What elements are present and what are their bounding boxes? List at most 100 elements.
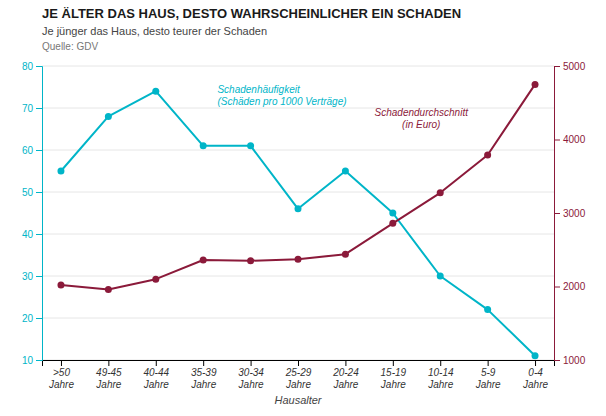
grid-line — [42, 276, 554, 277]
y-tick-label: 50 — [22, 187, 34, 198]
y-tick-label: 30 — [22, 271, 34, 282]
x-tick-mark — [440, 360, 441, 366]
x-tick-label: 10-14Jahre — [427, 367, 454, 390]
title: JE ÄLTER DAS HAUS, DESTO WAHRSCHEINLICHE… — [42, 6, 461, 21]
y-tick-label: 10 — [22, 355, 34, 366]
series-point — [152, 276, 159, 283]
y2-axis: 10002000300040005000 — [554, 61, 586, 366]
x-tick-label: 30-34Jahre — [238, 367, 265, 390]
x-tick-label: 0-4Jahre — [522, 367, 548, 390]
y-tick-label: 40 — [22, 229, 34, 240]
series-point — [389, 210, 396, 217]
series-point — [295, 205, 302, 212]
y-tick: 30 — [22, 271, 42, 282]
y-tick-label: 20 — [22, 313, 34, 324]
grid — [42, 66, 554, 360]
y2-tick-label: 4000 — [563, 134, 586, 145]
grid-line — [42, 108, 554, 109]
y-tick-mark — [36, 276, 42, 277]
y-tick: 10 — [22, 355, 42, 366]
series-point — [295, 256, 302, 263]
x-tick: 25-29Jahre — [285, 360, 312, 390]
y-tick: 60 — [22, 145, 42, 156]
y-axis-line — [36, 67, 43, 361]
series-label: Schadendurchschnitt(in Euro) — [375, 107, 470, 130]
plot: >50Jahre49-45Jahre40-44Jahre35-39Jahre30… — [22, 61, 586, 406]
grid-line — [42, 234, 554, 235]
grid-line — [42, 66, 554, 67]
y-tick-label: 70 — [22, 103, 34, 114]
y2-tick-mark — [554, 140, 560, 141]
x-tick-mark — [488, 360, 489, 366]
x-tick-mark — [345, 360, 346, 366]
series-point — [389, 220, 396, 227]
series-point — [200, 257, 207, 264]
x-tick-label: >50Jahre — [48, 367, 74, 390]
y2-axis-line — [555, 67, 561, 361]
chart-container: JE ÄLTER DAS HAUS, DESTO WAHRSCHEINLICHE… — [0, 0, 606, 416]
chart-svg: JE ÄLTER DAS HAUS, DESTO WAHRSCHEINLICHE… — [0, 0, 606, 416]
y2-tick: 5000 — [554, 61, 586, 72]
x-tick: >50Jahre — [48, 360, 74, 390]
y-tick-mark — [36, 66, 42, 67]
marks — [57, 81, 538, 359]
x-tick-label: 15-19Jahre — [380, 367, 407, 390]
y2-tick-label: 1000 — [563, 355, 586, 366]
x-tick: 20-24Jahre — [332, 360, 359, 390]
series-point — [57, 168, 64, 175]
y-tick-mark — [36, 360, 42, 361]
series-point — [247, 142, 254, 149]
x-tick: 15-19Jahre — [380, 360, 407, 390]
series-point — [200, 142, 207, 149]
y-tick: 70 — [22, 103, 42, 114]
y2-tick: 2000 — [554, 281, 586, 292]
series-point — [484, 151, 491, 158]
y2-tick-mark — [554, 287, 560, 288]
subtitle: Je jünger das Haus, desto teurer der Sch… — [42, 25, 267, 37]
y-tick: 40 — [22, 229, 42, 240]
x-tick-label: 49-45Jahre — [95, 367, 122, 390]
x-tick: 35-39Jahre — [190, 360, 217, 390]
y-tick: 20 — [22, 313, 42, 324]
y-tick-mark — [36, 150, 42, 151]
series-point — [437, 189, 444, 196]
series-point — [532, 81, 539, 88]
y-axis: 10 20 30 40 50 60 70 80 — [22, 61, 43, 366]
x-tick-mark — [251, 360, 252, 366]
x-tick-mark — [535, 360, 536, 366]
series-point — [437, 273, 444, 280]
series-point — [342, 168, 349, 175]
x-tick-label: 20-24Jahre — [332, 367, 359, 390]
grid-line — [42, 192, 554, 193]
y2-tick-mark — [554, 66, 560, 67]
x-tick: 10-14Jahre — [427, 360, 454, 390]
y-tick-label: 60 — [22, 145, 34, 156]
series-point — [57, 282, 64, 289]
series-point — [532, 352, 539, 359]
source: Quelle: GDV — [42, 41, 98, 52]
x-axis-line — [43, 361, 555, 367]
series-line — [61, 84, 535, 289]
y-tick-label: 80 — [22, 61, 34, 72]
x-axis-title: Hausalter — [274, 394, 322, 406]
x-tick-label: 25-29Jahre — [285, 367, 312, 390]
y2-tick-mark — [554, 213, 560, 214]
x-tick-mark — [156, 360, 157, 366]
x-tick-label: 5-9Jahre — [475, 367, 501, 390]
grid-line — [42, 150, 554, 151]
y-tick-mark — [36, 318, 42, 319]
x-tick-label: 35-39Jahre — [190, 367, 217, 390]
series-point — [484, 306, 491, 313]
y-tick-mark — [36, 192, 42, 193]
x-tick: 5-9Jahre — [475, 360, 501, 390]
y-tick: 80 — [22, 61, 42, 72]
x-tick: 30-34Jahre — [238, 360, 265, 390]
y2-tick: 1000 — [554, 355, 586, 366]
y-tick-mark — [36, 108, 42, 109]
grid-line — [42, 318, 554, 319]
y2-tick-mark — [554, 360, 560, 361]
y2-tick-label: 2000 — [563, 281, 586, 292]
series-line — [61, 91, 535, 356]
series-point — [247, 257, 254, 264]
series-point — [105, 286, 112, 293]
